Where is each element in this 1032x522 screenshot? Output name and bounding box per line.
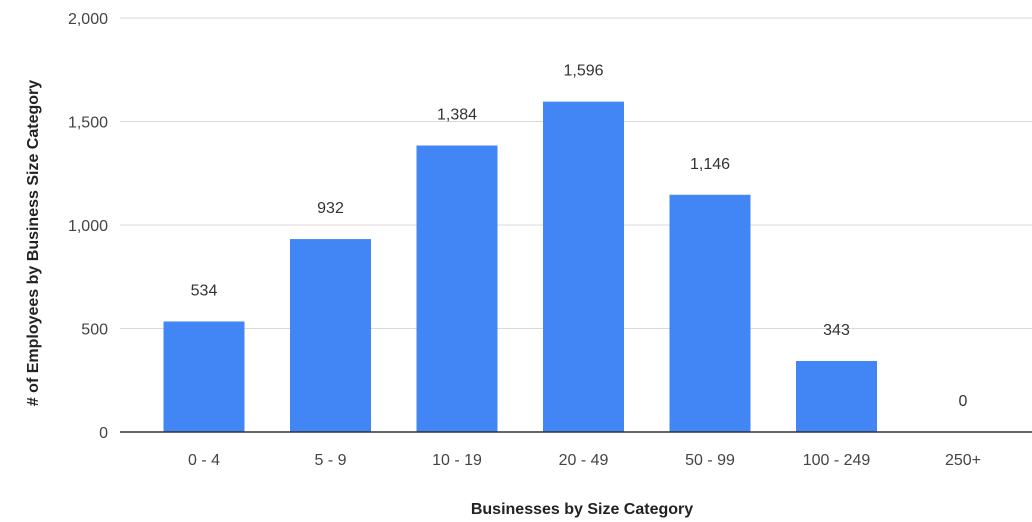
x-tick-label: 10 - 19 [432, 452, 482, 469]
data-label: 1,384 [437, 107, 477, 124]
y-tick-label: 2,000 [68, 11, 108, 28]
bar [163, 321, 245, 432]
x-tick-label: 5 - 9 [314, 452, 346, 469]
y-axis-ticks: 0 500 1,000 1,500 2,000 [68, 11, 108, 442]
y-tick-label: 500 [81, 322, 108, 339]
x-tick-label: 0 - 4 [188, 452, 220, 469]
x-tick-label: 250+ [945, 452, 981, 469]
bar [416, 145, 498, 432]
bar [796, 360, 877, 432]
x-tick-label: 100 - 249 [803, 452, 871, 469]
data-label: 534 [191, 282, 218, 299]
x-axis-title: Businesses by Size Category [471, 501, 693, 518]
data-label: 343 [823, 322, 850, 339]
bars [163, 101, 877, 433]
y-tick-label: 1,000 [68, 218, 108, 235]
x-axis-ticks: 0 - 4 5 - 9 10 - 19 20 - 49 50 - 99 100 - 249… [188, 452, 981, 469]
y-axis-title: # of Employees by Business Size Category [25, 80, 42, 406]
bar [669, 194, 751, 432]
data-label: 932 [317, 200, 344, 217]
bar [543, 101, 624, 433]
y-tick-label: 0 [99, 425, 108, 442]
y-tick-label: 1,500 [68, 115, 108, 132]
data-label: 0 [959, 393, 968, 410]
data-labels: 534 932 1,384 1,596 1,146 343 0 [191, 63, 968, 410]
x-tick-label: 20 - 49 [559, 452, 609, 469]
x-tick-label: 50 - 99 [685, 452, 735, 469]
data-label: 1,146 [690, 156, 730, 173]
bar [290, 239, 371, 432]
data-label: 1,596 [563, 63, 603, 80]
